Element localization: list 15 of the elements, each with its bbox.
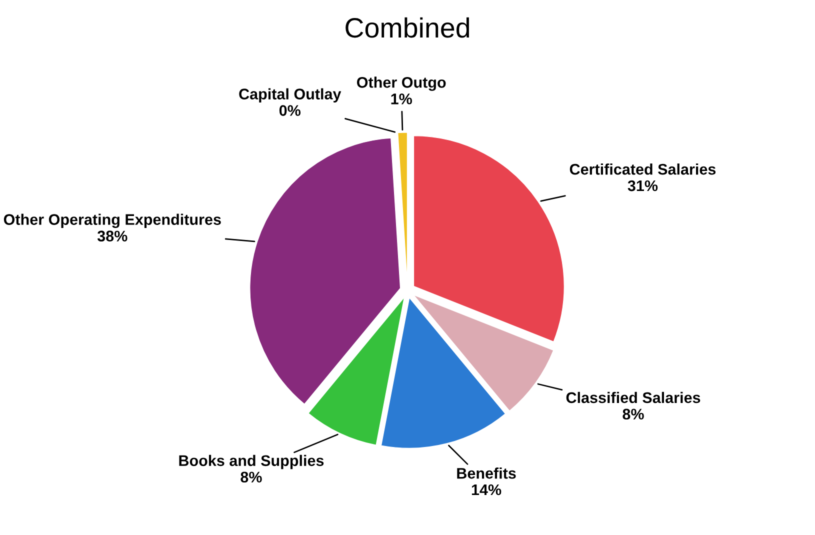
slice-label: Other Outgo <box>357 76 446 91</box>
slice-label: Benefits <box>457 468 516 479</box>
text: 0% <box>279 105 301 116</box>
slice-label: Other Operating Expenditures <box>4 214 221 228</box>
category-label: Capital Outlay <box>239 88 342 103</box>
data-label: 14% <box>472 484 502 496</box>
chart-title: Combined <box>346 17 470 38</box>
data-label: 8% <box>240 472 262 483</box>
data-label: 38% <box>97 230 128 242</box>
data-label: 1% <box>391 94 412 104</box>
slice-label: Classified Salaries <box>566 392 700 404</box>
data-label: 31% <box>628 180 658 192</box>
slice-label: Certificated Salaries <box>570 164 716 175</box>
data-label: 8% <box>622 408 644 420</box>
slice-label: Books and Supplies <box>179 454 324 470</box>
